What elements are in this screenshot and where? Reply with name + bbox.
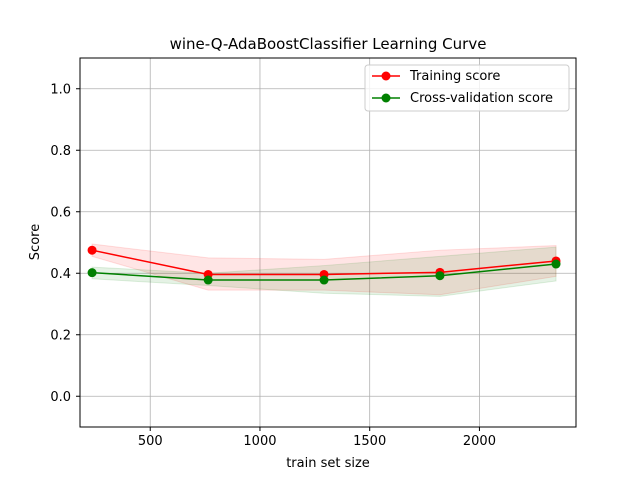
data-point-1	[87, 268, 97, 278]
legend-label-training: Training score	[409, 69, 500, 84]
legend-box	[364, 64, 570, 112]
legend-marker-training	[381, 71, 391, 81]
y-axis-label: Score	[28, 224, 43, 260]
data-point-1	[203, 275, 213, 285]
x-axis-label: train set size	[286, 456, 370, 471]
x-tick-label: 1000	[243, 434, 276, 449]
plot-area-frame	[79, 57, 577, 428]
data-point-1	[319, 275, 329, 285]
x-tick-label: 500	[138, 434, 163, 449]
grid	[80, 58, 576, 427]
data-point-0	[87, 245, 97, 255]
legend-label-cv: Cross-validation score	[410, 91, 553, 106]
x-tick-label: 1500	[353, 434, 386, 449]
y-tick-label: 0.6	[50, 205, 71, 220]
axis-ticks: 500 1000 1500 2000 0.0 0.2 0.4 0.6 0.8 1.0	[50, 82, 496, 449]
y-tick-label: 0.0	[50, 390, 71, 405]
y-tick-label: 0.4	[50, 267, 71, 282]
x-tick-label: 2000	[463, 434, 496, 449]
data-point-1	[435, 271, 445, 281]
series-lines	[87, 245, 561, 285]
legend: Training score Cross-validation score	[364, 64, 570, 112]
y-tick-label: 0.8	[50, 144, 71, 159]
data-point-1	[551, 259, 561, 269]
y-tick-label: 0.2	[50, 328, 71, 343]
legend-marker-cv	[381, 93, 391, 103]
chart-title: wine-Q-AdaBoostClassifier Learning Curve	[170, 35, 487, 53]
y-tick-label: 1.0	[50, 82, 71, 97]
